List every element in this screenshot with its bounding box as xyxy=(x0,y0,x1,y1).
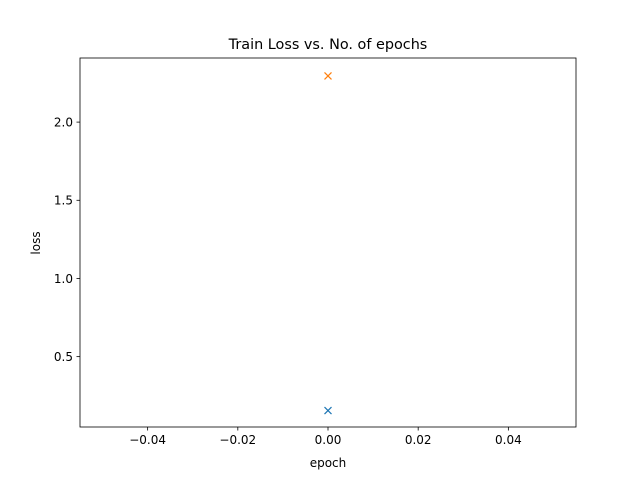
y-axis-label: loss xyxy=(29,231,43,254)
x-axis-label: epoch xyxy=(310,456,347,470)
y-tick-label: 2.0 xyxy=(54,115,73,129)
y-tick-label: 1.0 xyxy=(54,272,73,286)
x-tick-label: 0.00 xyxy=(315,433,342,447)
y-tick-label: 1.5 xyxy=(54,194,73,208)
chart-title: Train Loss vs. No. of epochs xyxy=(228,37,428,53)
x-tick-label: 0.04 xyxy=(495,433,522,447)
y-axis-ticks: 0.5 1.0 1.5 2.0 xyxy=(54,115,80,364)
series-1-x-marker xyxy=(324,406,332,415)
x-tick-label: −0.04 xyxy=(129,433,166,447)
y-tick-label: 0.5 xyxy=(54,350,73,364)
x-tick-label: 0.02 xyxy=(405,433,432,447)
plot-area-frame xyxy=(79,57,577,428)
x-axis-ticks: −0.04 −0.02 0.00 0.02 0.04 xyxy=(129,427,522,447)
x-tick-label: −0.02 xyxy=(219,433,256,447)
data-markers xyxy=(324,72,332,415)
series-2-x-marker xyxy=(324,72,332,80)
